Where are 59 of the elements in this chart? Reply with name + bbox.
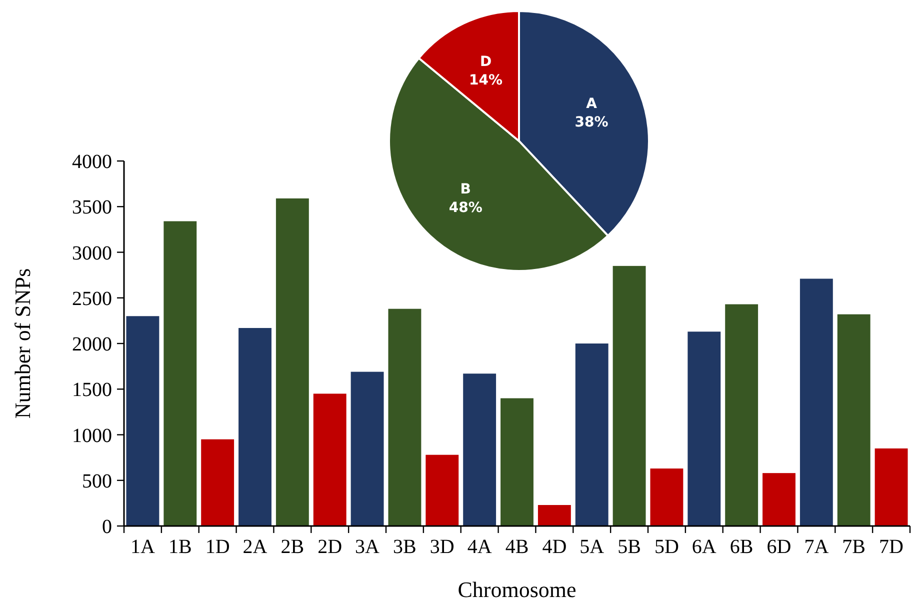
x-tick-label: 1D bbox=[205, 536, 230, 558]
bar bbox=[762, 473, 796, 526]
bar bbox=[874, 448, 908, 526]
y-tick-label: 1500 bbox=[72, 379, 112, 402]
data-label: 38% bbox=[574, 114, 608, 130]
bar bbox=[313, 394, 346, 526]
bar bbox=[388, 308, 422, 526]
x-tick-label: 2A bbox=[242, 536, 268, 558]
bar bbox=[164, 221, 197, 526]
x-tick-label: 5B bbox=[618, 536, 641, 558]
y-tick-label: 1000 bbox=[72, 424, 112, 447]
x-axis-title: Chromosome bbox=[458, 577, 576, 602]
slice-label: D bbox=[480, 54, 492, 70]
bar bbox=[276, 198, 309, 526]
y-axis-title: Number of SNPs bbox=[10, 268, 35, 419]
bar bbox=[426, 454, 459, 526]
x-tick-label: 4B bbox=[505, 536, 529, 558]
bar bbox=[612, 266, 646, 526]
x-tick-label: 7A bbox=[804, 536, 830, 558]
x-tick-label: 5D bbox=[654, 536, 679, 558]
data-label: 48% bbox=[448, 200, 482, 216]
bar bbox=[725, 304, 758, 526]
y-tick-label: 3000 bbox=[72, 242, 112, 264]
bar bbox=[463, 374, 496, 526]
x-tick-label: 5A bbox=[580, 536, 605, 558]
slice-label: A bbox=[586, 96, 598, 112]
x-tick-label: 4A bbox=[467, 536, 492, 558]
data-label: 14% bbox=[469, 72, 503, 88]
bar bbox=[688, 332, 721, 526]
x-tick-label: 6D bbox=[766, 536, 792, 558]
x-tick-label: 3D bbox=[430, 536, 454, 558]
bar bbox=[350, 372, 384, 526]
x-tick-label: 1B bbox=[168, 536, 192, 558]
y-tick-label: 500 bbox=[82, 470, 112, 492]
bar bbox=[538, 505, 571, 526]
x-tick-label: 1A bbox=[130, 536, 156, 558]
bar bbox=[575, 344, 608, 526]
x-tick-label: 3A bbox=[355, 536, 380, 558]
x-tick-label: 2D bbox=[318, 536, 342, 558]
x-tick-label: 7D bbox=[879, 536, 904, 558]
x-tick-label: 7B bbox=[842, 536, 866, 558]
y-tick-label: 2500 bbox=[72, 288, 112, 310]
x-tick-label: 3B bbox=[393, 536, 416, 558]
bar bbox=[126, 316, 160, 526]
bar bbox=[837, 314, 870, 526]
bar bbox=[650, 468, 684, 526]
x-tick-label: 4D bbox=[542, 536, 567, 558]
bar bbox=[201, 439, 234, 526]
x-tick-label: 6B bbox=[730, 536, 754, 558]
y-tick-label: 4000 bbox=[72, 151, 112, 173]
bar bbox=[500, 398, 534, 526]
bar bbox=[800, 278, 833, 526]
x-tick-label: 6A bbox=[692, 536, 717, 558]
bar bbox=[238, 328, 272, 526]
slice-label: B bbox=[460, 182, 471, 198]
x-tick-label: 2B bbox=[280, 536, 304, 558]
y-tick-label: 3500 bbox=[72, 196, 112, 219]
y-tick-label: 0 bbox=[102, 516, 112, 538]
y-tick-label: 2000 bbox=[72, 334, 112, 356]
